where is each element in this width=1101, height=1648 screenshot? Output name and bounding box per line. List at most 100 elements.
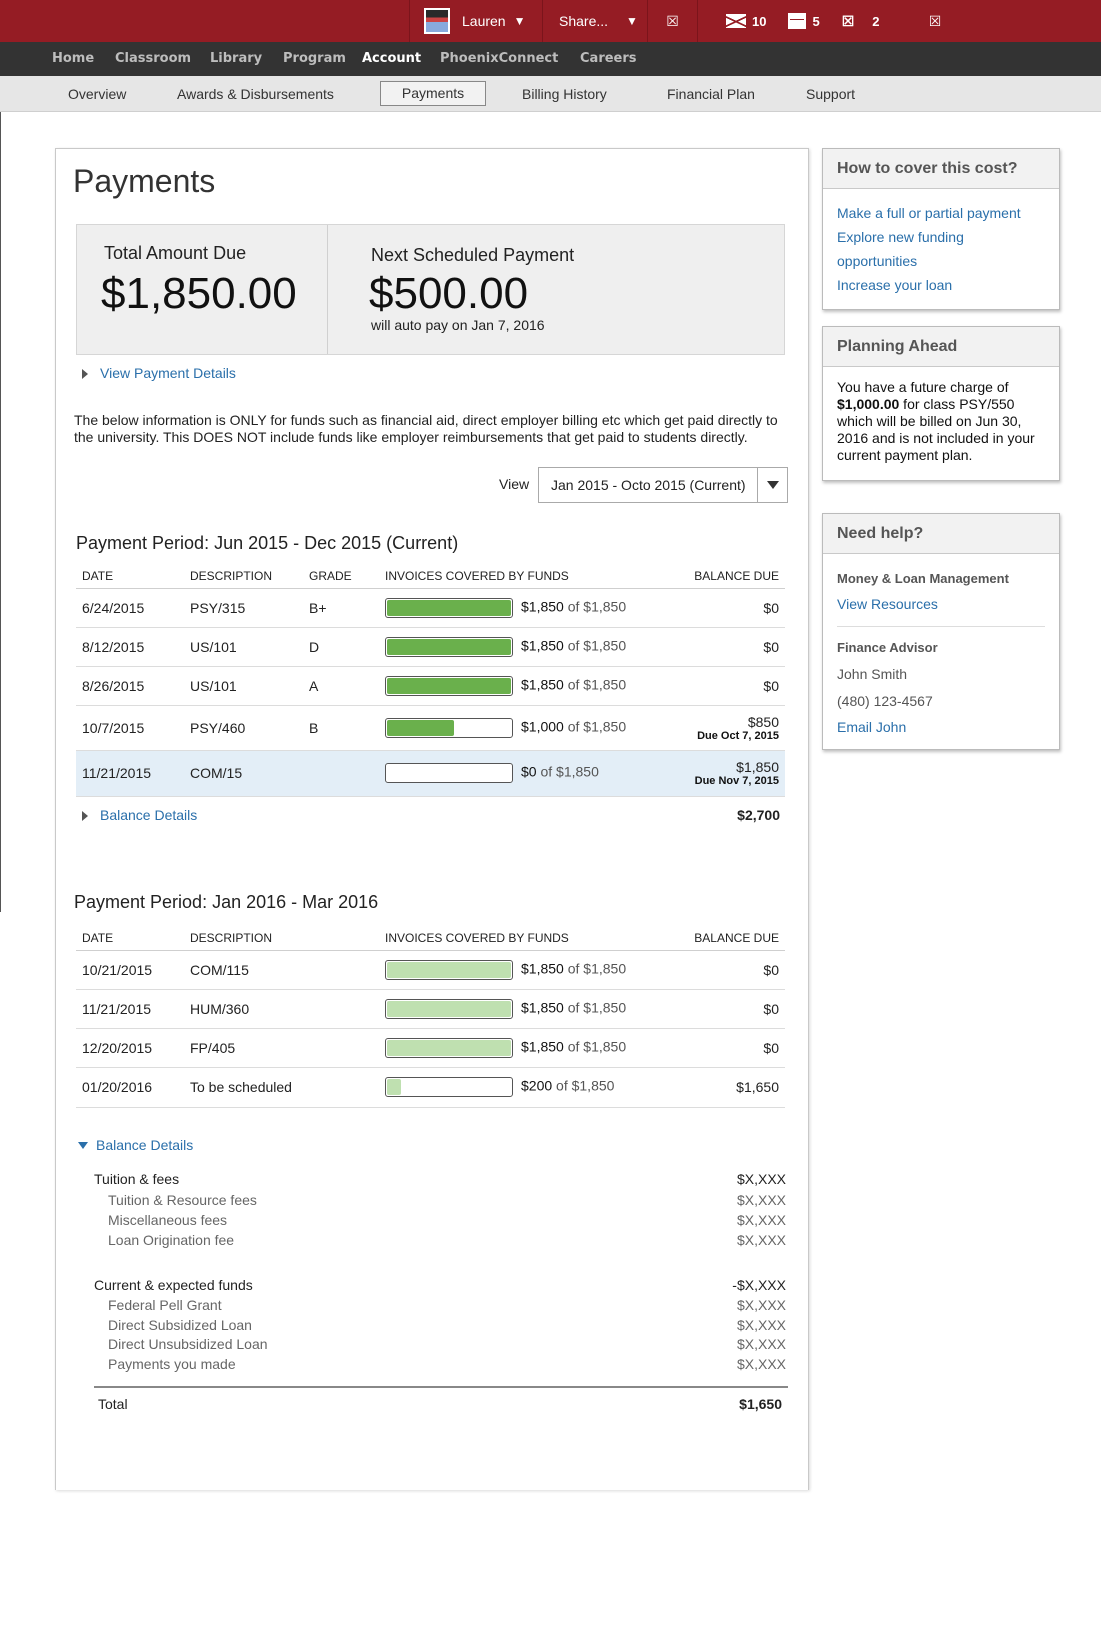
- coverage-progress-bar: [385, 636, 513, 657]
- dropdown-button[interactable]: [757, 468, 787, 502]
- invoice-coverage-cell: $200 of $1,850: [379, 1067, 659, 1108]
- coverage-progress-bar: [385, 1037, 513, 1058]
- row-date: 01/20/2016: [76, 1067, 184, 1108]
- balance-details-toggle[interactable]: Balance Details: [78, 1137, 193, 1155]
- coverage-progress-bar: [385, 597, 513, 618]
- chevron-down-icon: [766, 481, 779, 489]
- view-period-select[interactable]: Jan 2015 - Octo 2015 (Current): [538, 467, 788, 503]
- nav-careers[interactable]: Careers: [580, 51, 637, 66]
- next-payment-note: will auto pay on Jan 7, 2016: [371, 317, 545, 333]
- table-row: 8/12/2015 US/101 D $1,850 of $1,850 $0: [76, 627, 785, 667]
- row-date: 12/20/2015: [76, 1028, 184, 1068]
- mail-button[interactable]: 10: [726, 14, 766, 29]
- row-description: COM/15: [184, 750, 303, 797]
- tab-awards-disbursements[interactable]: Awards & Disbursements: [177, 86, 334, 102]
- nav-library[interactable]: Library: [210, 51, 263, 66]
- invoice-total: of $1,850: [556, 1077, 615, 1094]
- view-selected-value: Jan 2015 - Octo 2015 (Current): [551, 477, 746, 493]
- detail-item-value: $X,XXX: [736, 1212, 786, 1228]
- toolbar-icon-button[interactable]: ☒: [647, 0, 697, 42]
- next-payment-amount: $500.00: [369, 269, 529, 318]
- view-resources-link[interactable]: View Resources: [837, 596, 938, 612]
- coverage-progress-bar: [385, 1077, 513, 1097]
- covered-amount: $1,000: [521, 718, 564, 735]
- left-edge-rule: [0, 112, 1, 912]
- row-grade: B: [303, 705, 379, 751]
- explore-funding-link[interactable]: Explore new funding opportunities: [837, 229, 964, 269]
- invoice-coverage-cell: $1,850 of $1,850: [379, 950, 659, 990]
- covered-amount: $1,850: [521, 676, 564, 693]
- table-row: 11/21/2015 COM/15 $0 of $1,850 $1,850 Due No…: [76, 750, 785, 797]
- detail-item-value: $X,XXX: [736, 1192, 786, 1208]
- alerts-button[interactable]: ☒ 2: [842, 13, 880, 30]
- funds-value: -$X,XXX: [732, 1277, 786, 1293]
- card-title: Need help?: [823, 514, 1059, 554]
- detail-item-label: Loan Origination fee: [108, 1232, 235, 1248]
- row-balance: $0: [763, 638, 779, 655]
- row-grade: [303, 750, 379, 797]
- alerts-count: 2: [872, 13, 880, 29]
- calendar-icon: [788, 13, 807, 29]
- cover-cost-card: How to cover this cost? Make a full or p…: [822, 148, 1060, 310]
- invoice-total: of $1,850: [567, 960, 627, 977]
- caret-right-icon: [82, 368, 88, 379]
- email-advisor-link[interactable]: Email John: [837, 719, 907, 735]
- share-label: Share...: [559, 13, 609, 29]
- balance-total: $2,700: [737, 807, 780, 823]
- planning-ahead-card: Planning Ahead You have a future charge …: [822, 326, 1060, 481]
- period-title: Payment Period: Jan 2016 - Mar 2016: [74, 892, 379, 912]
- col-balance: BALANCE DUE: [659, 926, 785, 951]
- table-row: 10/7/2015 PSY/460 B $1,000 of $1,850 $850 Due…: [76, 705, 785, 751]
- coverage-progress-bar: [385, 675, 513, 696]
- need-help-card: Need help? Money & Loan Management View …: [822, 513, 1060, 750]
- row-date: 8/26/2015: [76, 666, 184, 706]
- tab-support[interactable]: Support: [806, 86, 856, 102]
- view-payment-details-link[interactable]: View Payment Details: [100, 365, 236, 381]
- tab-financial-plan[interactable]: Financial Plan: [667, 86, 755, 102]
- invoice-coverage-cell: $1,850 of $1,850: [379, 989, 659, 1029]
- nav-home[interactable]: Home: [52, 51, 95, 66]
- nav-account[interactable]: Account: [362, 51, 422, 66]
- calendar-button[interactable]: 5: [788, 13, 820, 29]
- row-description: PSY/460: [184, 705, 303, 751]
- avatar: [424, 8, 450, 34]
- share-menu[interactable]: Share... ▼: [542, 0, 647, 42]
- col-description: DESCRIPTION: [184, 564, 303, 589]
- nav-classroom[interactable]: Classroom: [115, 51, 192, 66]
- period2-table: DATE DESCRIPTION INVOICES COVERED BY FUN…: [76, 926, 785, 1108]
- invoice-total: of $1,850: [567, 676, 627, 693]
- row-balance-cell: $0: [659, 588, 785, 628]
- row-description: COM/115: [184, 950, 379, 990]
- increase-loan-link[interactable]: Increase your loan: [837, 277, 953, 293]
- covered-amount: $1,850: [521, 598, 564, 615]
- user-menu[interactable]: Lauren ▼: [409, 0, 542, 42]
- row-date: 11/21/2015: [76, 750, 184, 797]
- tab-billing-history[interactable]: Billing History: [522, 86, 607, 102]
- balance-details-link[interactable]: Balance Details: [100, 807, 198, 823]
- caret-right-icon: [82, 810, 88, 821]
- row-date: 8/12/2015: [76, 627, 184, 667]
- detail-item-label: Direct Subsidized Loan: [108, 1316, 252, 1333]
- invoice-coverage-cell: $1,850 of $1,850: [379, 627, 659, 667]
- row-balance: $0: [659, 989, 785, 1029]
- nav-program[interactable]: Program: [283, 51, 346, 66]
- row-description: PSY/315: [184, 588, 303, 628]
- tab-payments[interactable]: Payments: [380, 81, 486, 106]
- coverage-progress-fill: [387, 599, 511, 616]
- balance-details-toggle[interactable]: Balance Details: [82, 807, 197, 825]
- tab-overview[interactable]: Overview: [68, 86, 127, 102]
- total-due-label: Total Amount Due: [104, 243, 247, 263]
- view-payment-details-toggle[interactable]: View Payment Details: [82, 365, 236, 383]
- invoice-total: of $1,850: [567, 637, 627, 654]
- invoice-coverage-cell: $1,850 of $1,850: [379, 588, 659, 628]
- balance-details-link[interactable]: Balance Details: [96, 1137, 194, 1153]
- toolbar-icon-button[interactable]: ☒: [910, 0, 960, 42]
- covered-amount: $0: [521, 763, 537, 780]
- make-payment-link[interactable]: Make a full or partial payment: [837, 205, 1021, 221]
- nav-phoenixconnect[interactable]: PhoenixConnect: [440, 51, 559, 66]
- detail-item-label: Direct Unsubsidized Loan: [108, 1336, 268, 1352]
- page-title: Payments: [73, 163, 216, 199]
- funds-label: Current & expected funds: [94, 1277, 253, 1293]
- placeholder-icon: ☒: [666, 12, 679, 29]
- user-name: Lauren: [462, 13, 506, 29]
